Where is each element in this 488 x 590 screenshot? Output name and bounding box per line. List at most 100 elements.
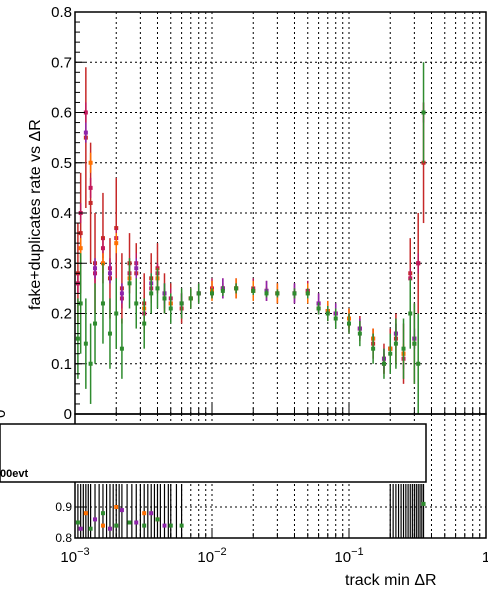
lower-ticks: 0.80.910−3 10−2 10−1 1 — [55, 500, 488, 566]
data-point — [88, 185, 93, 190]
y-tick-label: 0.9 — [55, 500, 72, 514]
ratio-point — [168, 523, 173, 528]
data-point — [305, 291, 310, 296]
y-axis-title: fake+duplicates rate vs ΔR — [27, 119, 44, 310]
data-point — [162, 296, 167, 301]
legend-text: 00evt — [0, 468, 28, 480]
ratio-point — [78, 526, 83, 531]
data-point — [107, 271, 112, 276]
data-point — [142, 321, 147, 326]
x-tick-label: 10−3 — [60, 546, 89, 566]
y-tick-label: 0.1 — [51, 356, 72, 373]
data-point — [100, 301, 105, 306]
data-point — [325, 311, 330, 316]
data-point — [179, 301, 184, 306]
ratio-point — [142, 511, 147, 516]
data-point — [412, 341, 417, 346]
y-tick-label: 0.7 — [51, 54, 72, 71]
ratio-point — [114, 523, 119, 528]
legend-box — [0, 423, 427, 483]
ratio-point — [107, 526, 112, 531]
data-point — [88, 200, 93, 205]
data-point — [357, 331, 362, 336]
data-point — [388, 351, 393, 356]
y-tick-label: 0 — [64, 406, 72, 423]
data-point — [421, 110, 426, 115]
data-point — [196, 291, 201, 296]
data-point — [210, 291, 214, 296]
x-tick-mantissa: 10 — [334, 549, 351, 566]
x-tick-mantissa: 10 — [60, 549, 77, 566]
ratio-point — [421, 501, 426, 506]
data-point — [251, 288, 256, 293]
ratio-point — [114, 505, 119, 509]
y-tick-label: 0.5 — [51, 155, 72, 172]
ratio-point — [179, 523, 184, 528]
x-tick-label: 10−2 — [197, 546, 226, 566]
lower-data-series — [75, 484, 426, 538]
data-point — [155, 286, 160, 291]
data-point — [114, 241, 119, 246]
data-point — [107, 331, 112, 336]
x-tick-label: 1 — [482, 549, 488, 566]
data-point — [371, 346, 376, 351]
y-tick-label: 0.8 — [51, 4, 72, 21]
ratio-point — [142, 523, 147, 528]
data-point — [93, 266, 98, 271]
x-tick-mantissa: 1 — [482, 549, 488, 566]
ratio-point — [100, 523, 105, 528]
ratio-point — [149, 511, 154, 516]
ratio-point — [75, 520, 80, 525]
ratio-point — [88, 526, 93, 531]
y-tick-label: 0.4 — [51, 205, 72, 222]
data-point — [149, 291, 154, 296]
ratio-point — [83, 511, 88, 516]
y-tick-label: 0.8 — [55, 531, 72, 545]
data-point — [78, 301, 83, 306]
data-point — [188, 296, 193, 301]
data-point — [78, 231, 83, 236]
data-point — [264, 291, 269, 296]
data-point — [93, 321, 98, 326]
ratio-point — [100, 511, 105, 516]
bottom-pad-label: 0 — [0, 410, 9, 418]
data-point — [88, 160, 93, 165]
ratio-point — [155, 517, 160, 522]
y-tick-label: 0.2 — [51, 306, 72, 323]
upper-ticks: 0 0.1 0.2 0.3 0.4 0.5 0.6 0.7 0.8 — [51, 4, 481, 423]
data-point — [401, 346, 406, 351]
x-tick-mantissa: 10 — [197, 549, 214, 566]
data-point — [83, 110, 88, 115]
data-point — [316, 306, 321, 311]
ratio-point — [162, 523, 167, 528]
x-tick-exponent: −2 — [214, 546, 227, 558]
data-point — [393, 341, 398, 346]
y-tick-label: 0.3 — [51, 255, 72, 272]
x-axis-title: track min ΔR — [345, 572, 437, 589]
data-point — [119, 346, 124, 351]
data-point — [381, 361, 386, 366]
x-tick-exponent: −1 — [351, 546, 364, 558]
ratio-point — [93, 517, 98, 522]
data-point — [127, 281, 132, 286]
data-point — [168, 306, 173, 311]
data-point — [416, 261, 421, 266]
data-point — [83, 341, 88, 346]
ratio-point — [134, 520, 139, 525]
data-point — [119, 291, 124, 296]
x-tick-exponent: −3 — [77, 546, 90, 558]
upper-data-series — [75, 62, 426, 414]
x-tick-label: 10−1 — [334, 546, 363, 566]
data-point — [134, 266, 139, 271]
data-point — [275, 291, 280, 296]
data-point — [292, 291, 297, 296]
data-point — [78, 246, 83, 251]
data-point — [234, 286, 239, 291]
data-point — [134, 301, 139, 306]
y-tick-label: 0.6 — [51, 105, 72, 122]
data-point — [347, 321, 351, 326]
data-point — [75, 336, 80, 341]
data-point — [100, 246, 105, 251]
ratio-point — [127, 520, 132, 525]
